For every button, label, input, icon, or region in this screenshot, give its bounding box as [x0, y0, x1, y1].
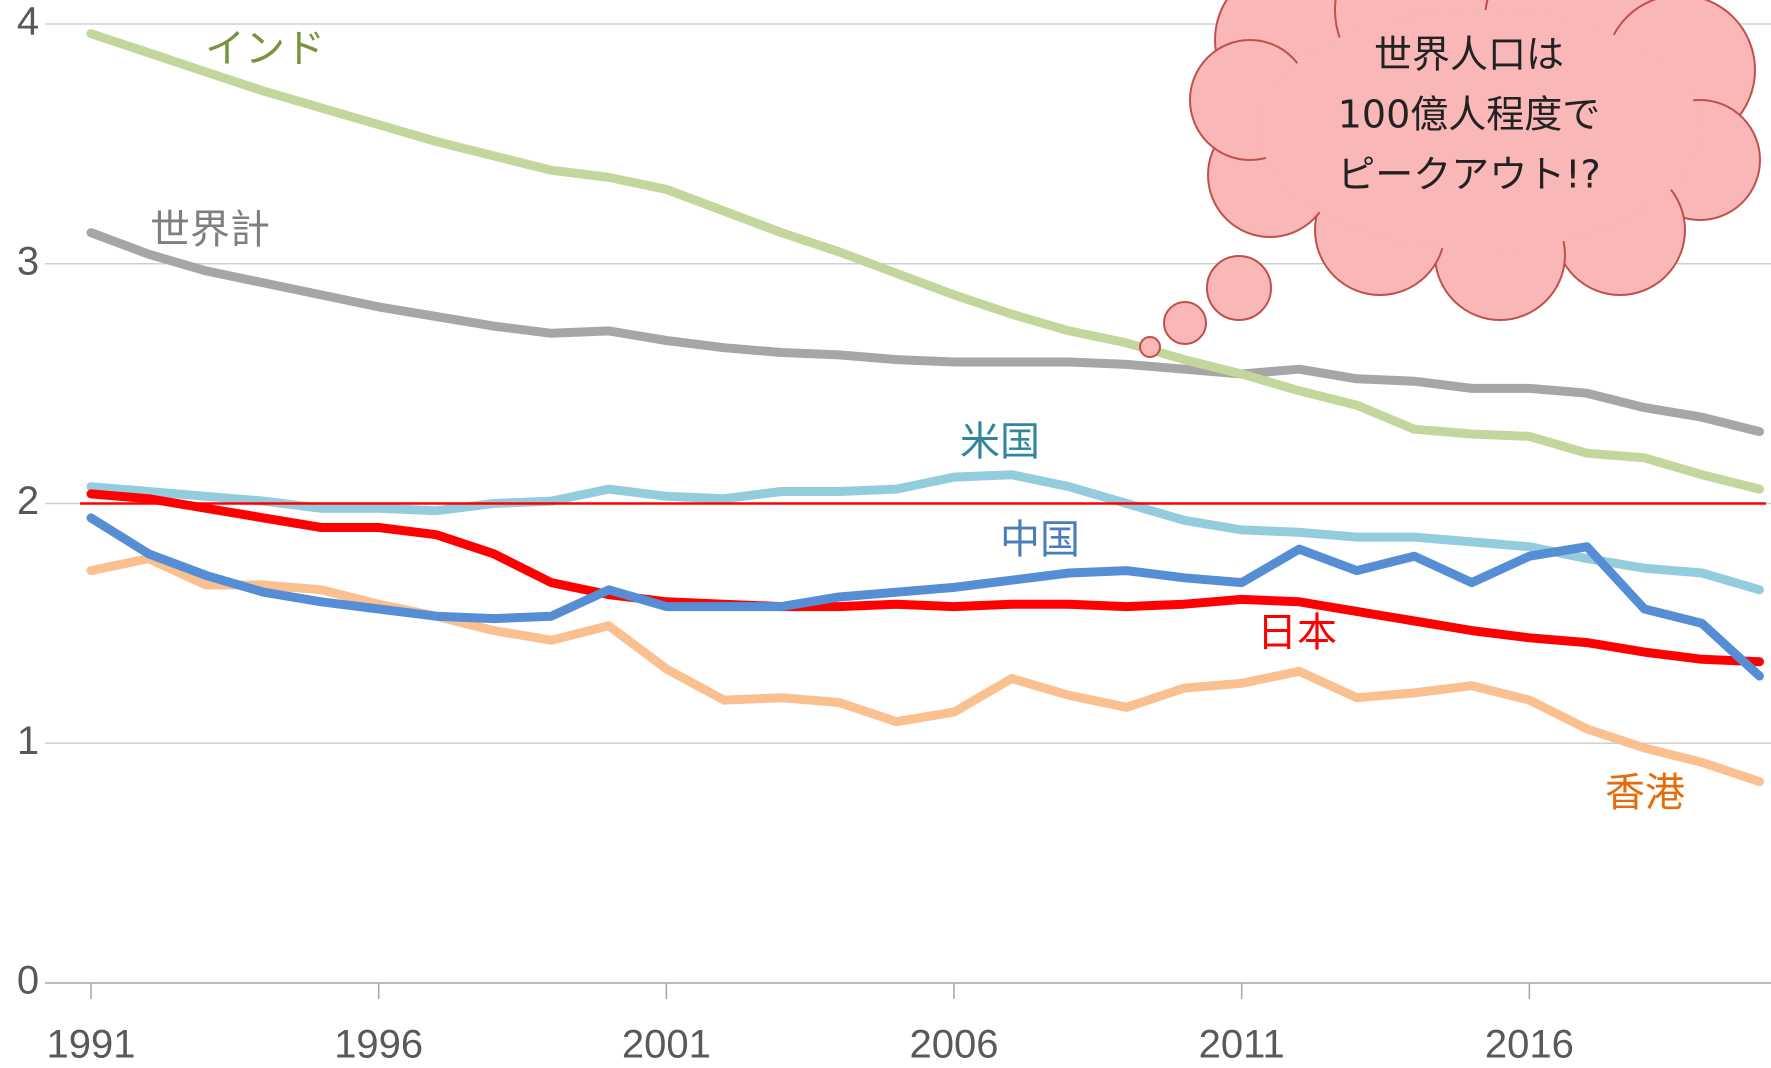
series-label: 日本: [1257, 610, 1337, 656]
series-line: [86, 513, 1764, 681]
series-label: インド: [205, 26, 325, 72]
callout: [1139, 0, 1761, 358]
series-label: 中国: [1000, 517, 1080, 563]
series-label: 世界計: [150, 207, 270, 253]
series-label: 米国: [960, 419, 1040, 465]
x-tick-label: 2001: [622, 1023, 711, 1067]
x-tick-label: 2011: [1199, 1023, 1285, 1067]
x-tick-label: 2006: [910, 1023, 999, 1067]
y-tick-label: 3: [17, 239, 39, 283]
series-label: 香港: [1605, 770, 1685, 816]
x-tick-label: 2016: [1485, 1023, 1574, 1067]
annotation-line: 世界人口は: [1374, 33, 1564, 77]
y-tick-label: 4: [17, 0, 39, 44]
cloud: [1189, 0, 1761, 321]
series-line: [86, 228, 1764, 437]
annotation-line: ピークアウト!?: [1337, 153, 1600, 197]
series-line: [86, 470, 1764, 595]
annotation-line: 100億人程度で: [1338, 93, 1601, 137]
series-line: [86, 554, 1764, 787]
x-tick-label: 1996: [334, 1023, 423, 1067]
thought-bubble: [1139, 336, 1161, 358]
y-tick-label: 0: [17, 959, 39, 1003]
y-tick-label: 1: [17, 719, 39, 763]
y-tick-label: 2: [17, 479, 39, 523]
series-line: [86, 29, 1764, 494]
thought-bubble: [1206, 255, 1272, 321]
thought-bubble: [1163, 301, 1207, 345]
plot: 0 1 2 3 4 1991 1996 2001 2006 2011 2016 香港 世界計 インド米国日…: [17, 0, 1771, 1067]
x-tick-label: 1991: [47, 1023, 136, 1067]
series-line: [86, 489, 1764, 667]
